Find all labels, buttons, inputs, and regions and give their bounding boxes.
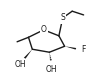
- Text: O: O: [41, 25, 47, 34]
- Polygon shape: [65, 46, 76, 50]
- Text: S: S: [60, 13, 65, 22]
- Text: OH: OH: [15, 60, 27, 69]
- Polygon shape: [24, 49, 32, 59]
- Text: F: F: [81, 45, 85, 54]
- Text: OH: OH: [46, 65, 57, 74]
